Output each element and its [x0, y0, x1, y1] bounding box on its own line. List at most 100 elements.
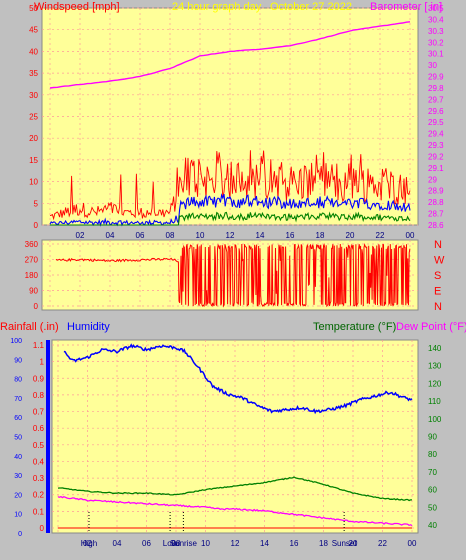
- compass-label: W: [434, 255, 445, 267]
- temperature-tick-label: 70: [428, 468, 437, 477]
- climate-ticks: 10090807060504030201001.110.90.80.70.60.…: [10, 338, 442, 548]
- event-marker-label: High: [81, 539, 97, 548]
- wind-barometer-series: [49, 21, 411, 227]
- rainfall-tick-label: 0.6: [33, 424, 45, 433]
- barometer-tick-label: 29: [428, 175, 437, 184]
- compass-label: N: [434, 301, 442, 313]
- rainfall-tick-label: 1.1: [33, 341, 45, 350]
- time-tick-label: 16: [290, 539, 299, 548]
- rainfall-tick-label: 0.8: [33, 391, 45, 400]
- barometer-tick-label: 30: [428, 61, 437, 70]
- temperature-tick-label: 130: [428, 362, 442, 371]
- rainfall-tick-label: 0.1: [33, 507, 45, 516]
- time-tick-label: 22: [378, 539, 387, 548]
- windspeed-gust-line: [49, 150, 411, 221]
- barometer-tick-label: 28.7: [428, 210, 444, 219]
- event-marker-label: Low: [163, 539, 178, 548]
- rainfall-tick-label: 1: [40, 358, 45, 367]
- time-tick-label: 14: [260, 539, 269, 548]
- windspeed-tick-label: 15: [29, 156, 38, 165]
- time-axis-ticks: 02 04 06 08 10 12 14 16 18 20 22 00: [76, 231, 415, 240]
- barometer-tick-label: 29.2: [428, 152, 444, 161]
- windspeed-tick-label: 20: [29, 134, 38, 143]
- time-tick-label: 16: [286, 231, 295, 240]
- humidity-tick-label: 50: [14, 435, 22, 442]
- event-marker-label: Sunrise: [170, 539, 198, 548]
- time-tick-label: 12: [231, 539, 240, 548]
- time-tick-label: 22: [376, 231, 385, 240]
- time-tick-label: 20: [346, 231, 355, 240]
- barometer-tick-label: 29.8: [428, 84, 444, 93]
- rainfall-tick-label: 0: [40, 524, 45, 533]
- rainfall-tick-label: 0.7: [33, 408, 45, 417]
- barometer-tick-label: 29.1: [428, 164, 444, 173]
- time-tick-label: 04: [106, 231, 115, 240]
- time-tick-label: 12: [226, 231, 235, 240]
- rainfall-tick-label: 0.2: [33, 491, 45, 500]
- event-marker-label: Sunset: [332, 539, 358, 548]
- wind-direction-line: [55, 242, 411, 308]
- barometer-tick-label: 30.4: [428, 15, 444, 24]
- humidity-tick-label: 10: [14, 512, 22, 519]
- direction-tick-label: 180: [25, 271, 39, 280]
- temperature-line: [57, 476, 412, 502]
- humidity-tick-label: 70: [14, 396, 22, 403]
- time-tick-label: 08: [166, 231, 175, 240]
- rainfall-tick-label: 0.9: [33, 374, 45, 383]
- barometer-tick-label: 29.4: [428, 130, 444, 139]
- humidity-tick-label: 60: [14, 415, 22, 422]
- barometer-tick-label: 29.5: [428, 118, 444, 127]
- windspeed-tick-label: 35: [29, 69, 38, 78]
- barometer-tick-label: 29.3: [428, 141, 444, 150]
- humidity-tick-label: 30: [14, 473, 22, 480]
- rainfall-tick-label: 0.5: [33, 441, 45, 450]
- barometer-tick-label: 30.2: [428, 38, 444, 47]
- windspeed-tick-label: 40: [29, 47, 38, 56]
- humidity-tick-label: 80: [14, 377, 22, 384]
- temperature-tick-label: 60: [428, 486, 437, 495]
- time-tick-label: 18: [319, 539, 328, 548]
- time-tick-label: 18: [316, 231, 325, 240]
- humidity-tick-label: 90: [14, 357, 22, 364]
- compass-label: S: [434, 270, 441, 282]
- rainfall-tick-label: 0.4: [33, 457, 45, 466]
- barometer-tick-label: 29.7: [428, 95, 444, 104]
- temperature-tick-label: 50: [428, 503, 437, 512]
- temperature-axis-label: Temperature (°F): [313, 321, 396, 333]
- temperature-tick-label: 90: [428, 433, 437, 442]
- time-tick-label: 08: [172, 539, 181, 548]
- humidity-tick-label: 20: [14, 492, 22, 499]
- barometer-line: [49, 21, 411, 89]
- wind-barometer-ticks: 5045403530252015105030.530.430.330.230.1…: [29, 4, 444, 230]
- wind-barometer-grid: [42, 7, 418, 226]
- time-tick-label: 06: [142, 539, 151, 548]
- windspeed-axis-label: Windspeed [mph]: [34, 1, 120, 13]
- temperature-tick-label: 140: [428, 344, 442, 353]
- windspeed-tick-label: 50: [29, 4, 38, 13]
- humidity-axis-label: Humidity: [67, 321, 110, 333]
- windspeed-tick-label: 10: [29, 178, 38, 187]
- time-tick-label: 00: [406, 231, 415, 240]
- barometer-tick-label: 29.9: [428, 73, 444, 82]
- direction-tick-label: 360: [25, 240, 39, 249]
- humidity-tick-label: 40: [14, 454, 22, 461]
- time-tick-label: 02: [83, 539, 92, 548]
- barometer-tick-label: 28.9: [428, 187, 444, 196]
- windspeed-tick-label: 30: [29, 91, 38, 100]
- direction-tick-label: 0: [34, 302, 39, 311]
- time-tick-label: 14: [256, 231, 265, 240]
- barometer-tick-label: 28.8: [428, 198, 444, 207]
- windspeed-tick-label: 25: [29, 113, 38, 122]
- graph-title: 24 hour graph day: [172, 1, 262, 13]
- time-tick-label: 04: [113, 539, 122, 548]
- time-tick-label: 10: [201, 539, 210, 548]
- barometer-tick-label: 30.1: [428, 50, 444, 59]
- time-tick-label: 20: [349, 539, 358, 548]
- barometer-tick-label: 30.5: [428, 4, 444, 13]
- time-tick-label: 10: [196, 231, 205, 240]
- barometer-tick-label: 29.6: [428, 107, 444, 116]
- humidity-line: [63, 343, 413, 415]
- graph-date: October 27 2022: [270, 1, 352, 13]
